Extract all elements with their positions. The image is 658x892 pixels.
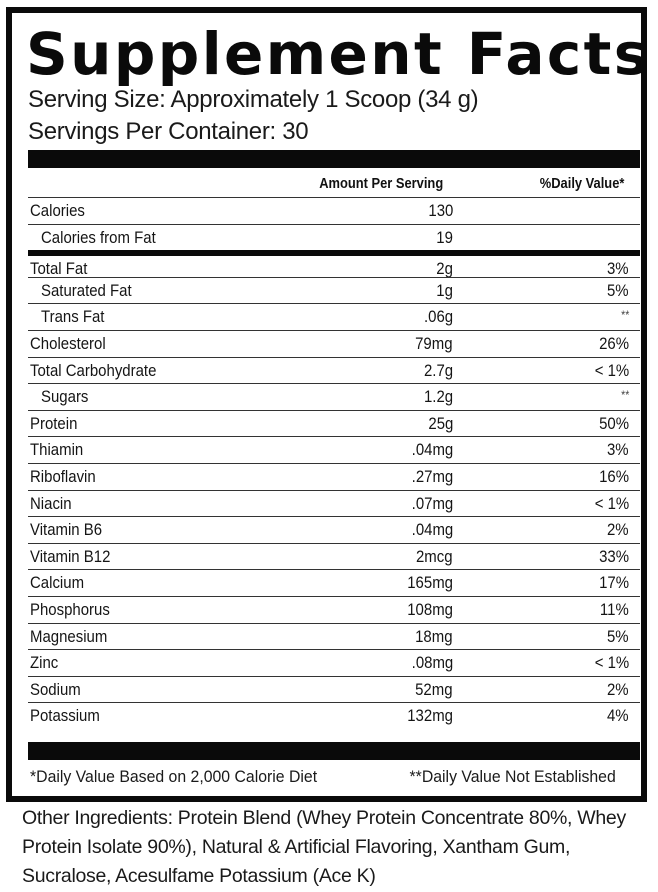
nutrient-amount: .08mg [411, 653, 453, 673]
nutrient-amount: 25g [428, 413, 453, 433]
nutrient-table: Calories 130 Calories from Fat 19 Total Fat 2… [28, 197, 640, 729]
nutrient-daily-value: 5% [607, 280, 629, 300]
nutrient-amount: 108mg [407, 599, 453, 619]
table-row: Magnesium 18mg 5% [28, 622, 640, 650]
nutrient-amount: 18mg [415, 626, 453, 646]
nutrient-name: Protein [30, 413, 78, 433]
nutrient-amount: .04mg [411, 440, 453, 460]
table-row: Vitamin B6 .04mg 2% [28, 516, 640, 543]
table-row: Potassium 132mg 4% [28, 702, 640, 729]
table-row: Calories 130 [28, 197, 640, 224]
nutrient-name: Calories [30, 201, 85, 220]
nutrient-amount: .04mg [411, 520, 453, 540]
nutrient-daily-value: 50% [599, 413, 629, 433]
nutrient-name: Cholesterol [30, 333, 106, 353]
nutrient-amount: 132mg [407, 706, 453, 726]
nutrient-daily-value: 33% [599, 546, 629, 566]
nutrient-daily-value: 3% [607, 259, 629, 279]
nutrient-daily-value: 2% [607, 679, 629, 699]
nutrient-name: Potassium [30, 706, 100, 726]
column-header-amount: Amount Per Serving [318, 175, 443, 192]
nutrient-name: Saturated Fat [41, 280, 132, 300]
nutrient-amount: 130 [428, 201, 453, 220]
nutrient-amount: 165mg [407, 573, 453, 593]
table-row: Vitamin B12 2mcg 33% [28, 542, 640, 570]
table-row: Thiamin .04mg 3% [28, 436, 640, 463]
panel-title: Supplement Facts [26, 20, 651, 88]
nutrient-daily-value: 2% [607, 520, 629, 540]
nutrient-daily-value: 3% [607, 440, 629, 460]
nutrient-name: Calcium [30, 573, 85, 593]
table-row: Total Fat 2g 3% [28, 250, 640, 279]
table-row: Sugars 1.2g ** [28, 383, 640, 410]
nutrient-name: Sodium [30, 679, 81, 699]
nutrient-daily-value: 5% [607, 626, 629, 646]
table-row: Niacin .07mg < 1% [28, 489, 640, 517]
table-row: Total Carbohydrate 2.7g < 1% [28, 356, 640, 384]
divider-bar-top [28, 150, 640, 168]
nutrient-daily-value: < 1% [594, 360, 629, 380]
footnote-not-established: **Daily Value Not Established [409, 767, 616, 786]
table-row: Cholesterol 79mg 26% [28, 329, 640, 357]
nutrient-name: Phosphorus [30, 599, 110, 619]
nutrient-daily-value: 11% [600, 599, 629, 619]
nutrient-amount: 79mg [415, 333, 453, 353]
table-row: Protein 25g 50% [28, 409, 640, 437]
nutrient-amount: 1.2g [423, 387, 453, 407]
nutrient-daily-value: 16% [599, 466, 629, 486]
nutrient-amount: 52mg [415, 679, 453, 699]
nutrient-name: Zinc [30, 653, 59, 673]
nutrient-name: Vitamin B12 [30, 546, 111, 566]
nutrient-daily-value: 4% [607, 706, 629, 726]
nutrient-name: Riboflavin [30, 466, 96, 486]
servings-per-container: Servings Per Container: 30 [28, 118, 309, 145]
nutrient-daily-value: 17% [599, 573, 629, 593]
supplement-facts-panel: Supplement Facts Serving Size: Approxima… [6, 7, 648, 802]
divider-bar-bottom [28, 742, 640, 760]
nutrient-amount: .27mg [411, 466, 453, 486]
nutrient-amount: 1g [436, 280, 453, 300]
nutrient-daily-value: ** [620, 308, 629, 323]
serving-size: Serving Size: Approximately 1 Scoop (34 … [28, 86, 479, 113]
nutrient-amount: .06g [423, 307, 453, 327]
nutrient-name: Total Carbohydrate [30, 360, 157, 380]
table-row: Calcium 165mg 17% [28, 569, 640, 596]
nutrient-name: Trans Fat [41, 307, 105, 327]
nutrient-name: Total Fat [30, 259, 88, 279]
table-row: Sodium 52mg 2% [28, 675, 640, 703]
footnote-daily-value-basis: *Daily Value Based on 2,000 Calorie Diet [30, 767, 318, 786]
nutrient-name: Thiamin [30, 440, 84, 460]
nutrient-daily-value: ** [620, 388, 629, 403]
table-row: Calories from Fat 19 [28, 223, 640, 251]
table-row: Phosphorus 108mg 11% [28, 595, 640, 623]
other-ingredients: Other Ingredients: Protein Blend (Whey P… [22, 807, 626, 887]
table-row: Saturated Fat 1g 5% [28, 276, 640, 304]
table-row: Zinc .08mg < 1% [28, 649, 640, 676]
nutrient-name: Sugars [41, 387, 89, 407]
nutrient-name: Magnesium [30, 626, 108, 646]
nutrient-name: Niacin [30, 493, 72, 513]
nutrient-amount: .07mg [411, 493, 453, 513]
table-row: Trans Fat .06g ** [28, 303, 640, 330]
nutrient-daily-value: 26% [599, 333, 629, 353]
nutrient-name: Vitamin B6 [30, 520, 103, 540]
nutrient-amount: 2mcg [416, 546, 453, 566]
nutrient-amount: 2g [436, 259, 453, 279]
nutrient-amount: 2.7g [423, 360, 453, 380]
nutrient-daily-value: < 1% [594, 493, 629, 513]
nutrient-name: Calories from Fat [41, 227, 156, 247]
table-row: Riboflavin .27mg 16% [28, 462, 640, 490]
nutrient-amount: 19 [436, 227, 453, 247]
nutrient-daily-value: < 1% [594, 653, 629, 673]
column-header-daily-value: %Daily Value* [539, 175, 624, 192]
